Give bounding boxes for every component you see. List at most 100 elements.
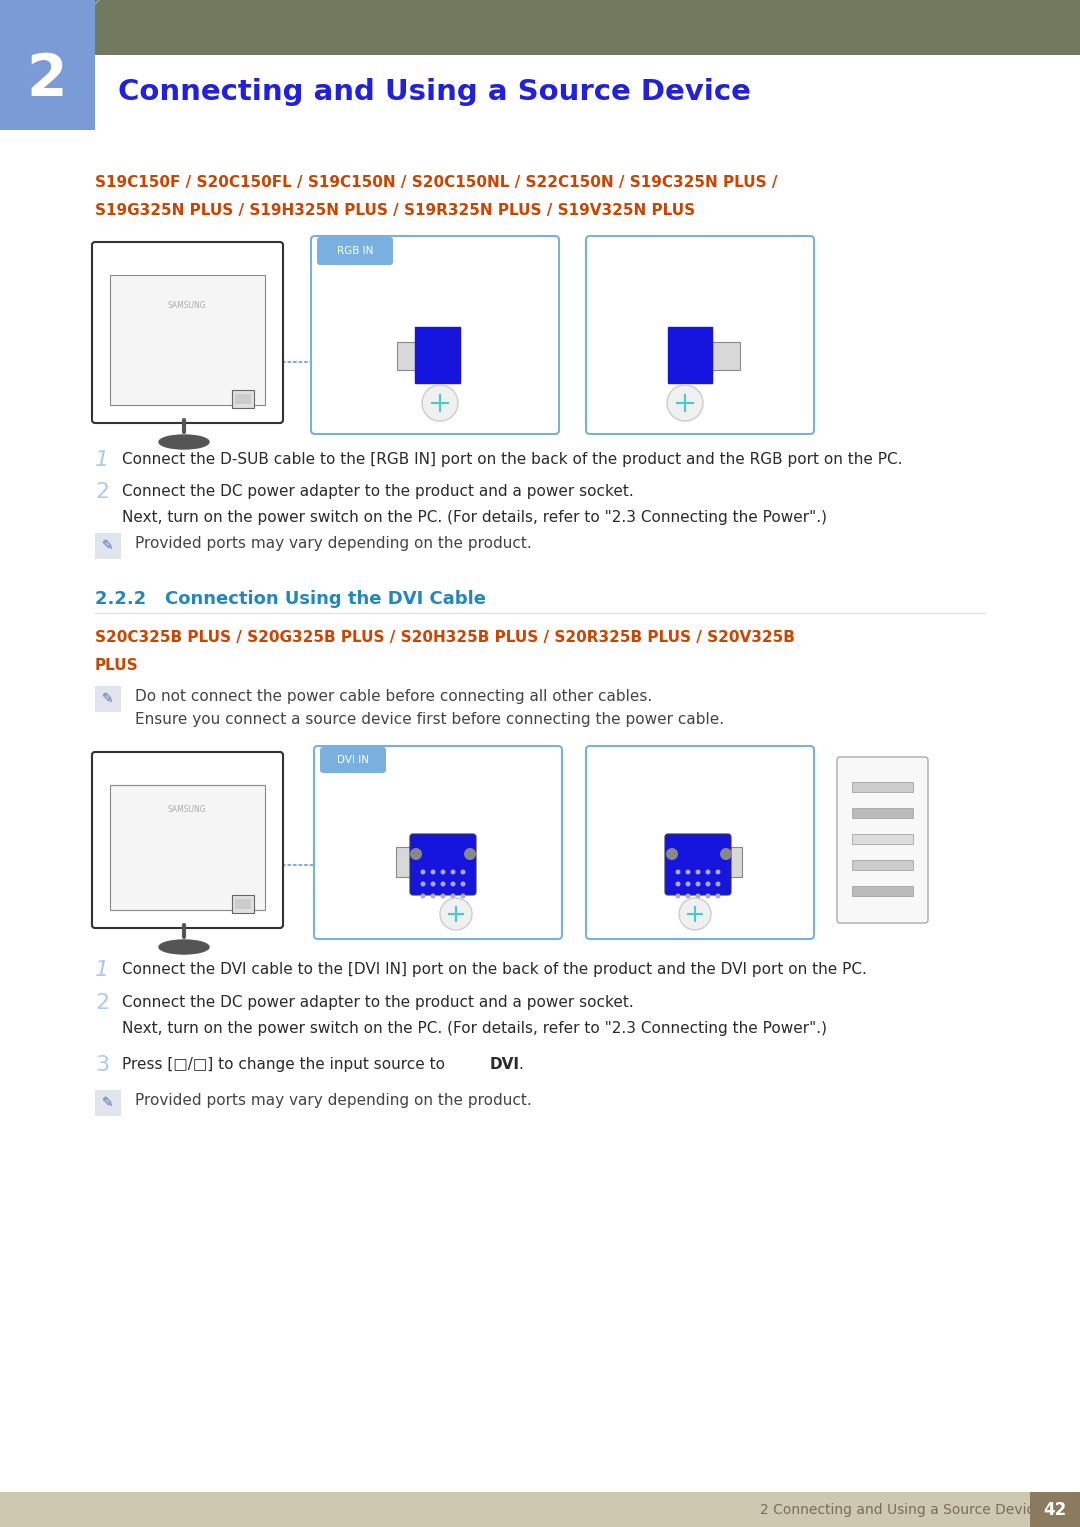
Text: Connecting and Using a Source Device: Connecting and Using a Source Device <box>118 78 751 105</box>
Circle shape <box>431 893 435 898</box>
Text: DVI IN: DVI IN <box>337 754 369 765</box>
Bar <box>235 899 251 909</box>
Text: SAMSUNG: SAMSUNG <box>167 301 206 310</box>
Bar <box>1030 1492 1080 1527</box>
Circle shape <box>450 893 456 898</box>
Bar <box>0 1492 1080 1527</box>
Bar <box>852 860 913 870</box>
Text: 2 Connecting and Using a Source Device: 2 Connecting and Using a Source Device <box>760 1503 1042 1516</box>
Ellipse shape <box>159 435 210 449</box>
Circle shape <box>705 869 711 875</box>
Bar <box>110 785 265 910</box>
Circle shape <box>686 869 690 875</box>
Bar <box>396 847 426 876</box>
Text: ✎: ✎ <box>103 539 113 553</box>
Bar <box>110 275 265 405</box>
Text: SAMSUNG: SAMSUNG <box>167 806 206 814</box>
Bar <box>95 1090 121 1116</box>
Text: ✎: ✎ <box>103 692 113 705</box>
Circle shape <box>450 881 456 887</box>
Circle shape <box>667 385 703 421</box>
Text: Connect the DVI cable to the [DVI IN] port on the back of the product and the DV: Connect the DVI cable to the [DVI IN] po… <box>122 962 867 977</box>
Bar <box>232 389 254 408</box>
Bar <box>95 686 121 712</box>
FancyBboxPatch shape <box>318 237 393 266</box>
Circle shape <box>410 847 422 860</box>
Text: Do not connect the power cable before connecting all other cables.: Do not connect the power cable before co… <box>135 689 652 704</box>
Circle shape <box>441 869 446 875</box>
Text: DVI: DVI <box>490 1057 519 1072</box>
Circle shape <box>441 893 446 898</box>
Text: S20C325B PLUS / S20G325B PLUS / S20H325B PLUS / S20R325B PLUS / S20V325B: S20C325B PLUS / S20G325B PLUS / S20H325B… <box>95 631 795 644</box>
Text: 3: 3 <box>95 1055 109 1075</box>
Bar <box>852 886 913 896</box>
Text: S19C150F / S20C150FL / S19C150N / S20C150NL / S22C150N / S19C325N PLUS /: S19C150F / S20C150FL / S19C150N / S20C15… <box>95 176 778 189</box>
Circle shape <box>686 893 690 898</box>
Circle shape <box>720 847 732 860</box>
Text: 2: 2 <box>27 52 67 108</box>
FancyBboxPatch shape <box>92 241 283 423</box>
Circle shape <box>675 869 680 875</box>
FancyBboxPatch shape <box>586 747 814 939</box>
FancyBboxPatch shape <box>314 747 562 939</box>
Circle shape <box>450 869 456 875</box>
Bar <box>0 55 1080 130</box>
Text: Connect the DC power adapter to the product and a power socket.: Connect the DC power adapter to the prod… <box>122 484 634 499</box>
Circle shape <box>696 869 701 875</box>
FancyBboxPatch shape <box>320 747 386 773</box>
Text: Connect the DC power adapter to the product and a power socket.: Connect the DC power adapter to the prod… <box>122 996 634 1009</box>
Circle shape <box>420 869 426 875</box>
Circle shape <box>679 898 711 930</box>
Bar <box>0 0 1080 55</box>
Bar <box>852 808 913 818</box>
FancyBboxPatch shape <box>311 237 559 434</box>
Circle shape <box>420 881 426 887</box>
FancyBboxPatch shape <box>837 757 928 922</box>
Text: RGB IN: RGB IN <box>337 246 374 257</box>
Text: 1: 1 <box>95 450 109 470</box>
Text: Press [□/□] to change the input source to: Press [□/□] to change the input source t… <box>122 1057 450 1072</box>
Circle shape <box>431 881 435 887</box>
Text: 1: 1 <box>95 960 109 980</box>
Text: .: . <box>518 1057 523 1072</box>
Bar <box>235 394 251 405</box>
Bar <box>0 0 95 130</box>
Bar <box>852 834 913 844</box>
Circle shape <box>715 881 720 887</box>
Text: Provided ports may vary depending on the product.: Provided ports may vary depending on the… <box>135 536 531 551</box>
Text: 2.2.2   Connection Using the DVI Cable: 2.2.2 Connection Using the DVI Cable <box>95 589 486 608</box>
Bar <box>852 782 913 793</box>
FancyBboxPatch shape <box>92 751 283 928</box>
Circle shape <box>705 881 711 887</box>
Polygon shape <box>415 327 460 383</box>
Circle shape <box>464 847 476 860</box>
Bar <box>95 533 121 559</box>
Bar <box>397 342 426 370</box>
Text: 2: 2 <box>95 483 109 502</box>
FancyBboxPatch shape <box>586 237 814 434</box>
Circle shape <box>460 881 465 887</box>
Circle shape <box>460 893 465 898</box>
FancyBboxPatch shape <box>665 834 731 895</box>
FancyBboxPatch shape <box>410 834 476 895</box>
Circle shape <box>696 881 701 887</box>
Bar <box>232 895 254 913</box>
Circle shape <box>715 893 720 898</box>
Text: ✎: ✎ <box>103 1096 113 1110</box>
Circle shape <box>420 893 426 898</box>
Text: PLUS: PLUS <box>95 658 138 673</box>
Circle shape <box>431 869 435 875</box>
Text: Next, turn on the power switch on the PC. (For details, refer to "2.3 Connecting: Next, turn on the power switch on the PC… <box>122 1022 827 1035</box>
Circle shape <box>440 898 472 930</box>
Text: Connect the D-SUB cable to the [RGB IN] port on the back of the product and the : Connect the D-SUB cable to the [RGB IN] … <box>122 452 903 467</box>
Bar <box>712 342 740 370</box>
Circle shape <box>422 385 458 421</box>
Circle shape <box>696 893 701 898</box>
Ellipse shape <box>159 941 210 954</box>
Circle shape <box>666 847 678 860</box>
Text: Provided ports may vary depending on the product.: Provided ports may vary depending on the… <box>135 1093 531 1109</box>
Circle shape <box>675 893 680 898</box>
Circle shape <box>441 881 446 887</box>
Text: 2: 2 <box>95 993 109 1012</box>
Bar <box>712 847 742 876</box>
